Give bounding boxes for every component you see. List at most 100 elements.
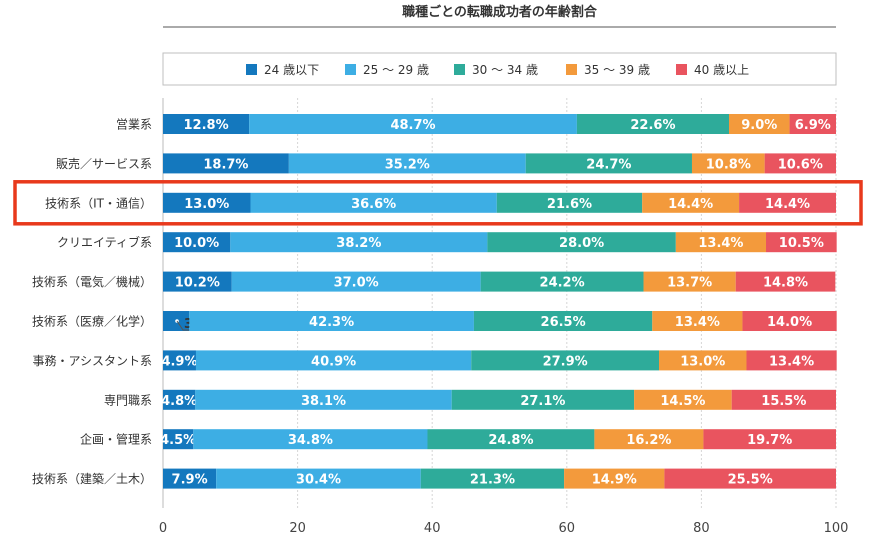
bar-segment — [216, 468, 421, 489]
bar-segment — [739, 192, 836, 213]
bar-segment — [163, 192, 251, 213]
data-label: 10.8% — [706, 157, 751, 172]
data-label: 22.6% — [630, 118, 675, 133]
data-label: 10.5% — [779, 236, 824, 251]
data-label: 13.4% — [698, 236, 743, 251]
bar-segment — [746, 350, 837, 371]
legend-label: 30 ～ 34 歳 — [472, 63, 538, 77]
bar-segment — [420, 468, 565, 489]
bar-segment — [659, 350, 747, 371]
data-label: 6.9% — [795, 118, 831, 133]
x-axis-tick-labels: 0 20 40 60 80 100 — [159, 521, 849, 536]
data-label: 27.1% — [520, 394, 565, 409]
data-label: 35.2% — [385, 157, 430, 172]
data-label: 13.7% — [667, 276, 712, 291]
data-label: 40.9% — [311, 354, 356, 369]
bar-segment — [634, 389, 732, 410]
bar-segment — [250, 192, 497, 213]
data-label: 37.0% — [334, 276, 379, 291]
bar-segment — [230, 232, 488, 253]
legend-swatch — [345, 64, 356, 75]
bar-segment — [163, 429, 194, 450]
data-label: 21.6% — [547, 197, 592, 212]
data-label: 48.7% — [390, 118, 435, 133]
bar-segment — [427, 429, 595, 450]
data-label: 24.2% — [540, 276, 585, 291]
data-label: 15.5% — [761, 394, 806, 409]
data-label: 7.9% — [172, 473, 208, 488]
data-label: 14.5% — [660, 394, 705, 409]
x-tick-label: 20 — [289, 521, 306, 536]
data-label: 24.7% — [586, 157, 631, 172]
data-label: 13.4% — [769, 354, 814, 369]
bar-segment — [231, 271, 481, 292]
data-label: 38.2% — [336, 236, 381, 251]
x-tick-label: 40 — [424, 521, 441, 536]
highlight-box — [13, 180, 863, 226]
x-tick-label: 60 — [559, 521, 576, 536]
legend-label: 40 歳以上 — [694, 63, 749, 77]
category-label: 事務・アシスタント系 — [32, 354, 152, 368]
data-label: 4.5% — [160, 433, 196, 448]
legend-swatch — [246, 64, 257, 75]
data-label: 10.6% — [778, 157, 823, 172]
bar-segment — [473, 311, 653, 331]
data-label: 19.7% — [747, 433, 792, 448]
data-label: 14.8% — [763, 276, 808, 291]
data-label: 18.7% — [203, 157, 248, 172]
bar-segment — [487, 232, 676, 253]
data-label: 21.3% — [470, 473, 515, 488]
legend-box — [162, 52, 837, 86]
bar-segment — [163, 468, 217, 489]
bar-segment — [675, 232, 767, 253]
bar-segment — [576, 114, 729, 134]
data-label: 4.9% — [161, 354, 197, 369]
data-label: 28.0% — [559, 236, 604, 251]
data-label: 25.5% — [728, 473, 773, 488]
bar-segment — [496, 192, 643, 213]
category-label: 企画・管理系 — [80, 432, 152, 447]
data-label: 12.8% — [184, 118, 229, 133]
bar-segment — [471, 350, 660, 371]
bar-segment — [664, 468, 836, 489]
data-label: 13.4% — [675, 315, 720, 330]
data-label: 4.8% — [161, 394, 197, 409]
bar-segment — [195, 350, 472, 371]
data-label: 14.0% — [767, 315, 812, 330]
data-label: 16.2% — [626, 433, 671, 448]
x-tick-label: 80 — [693, 521, 710, 536]
bar-segment — [480, 271, 644, 292]
data-label: 10.2% — [175, 276, 220, 291]
data-label: 30.4% — [296, 473, 341, 488]
bar-segment — [594, 429, 704, 450]
bar-segment — [643, 271, 736, 292]
category-label: 技術系（電気／機械） — [32, 274, 152, 289]
legend-swatch — [454, 64, 465, 75]
bar-segment — [163, 153, 289, 174]
bar-segment — [564, 468, 665, 489]
data-label: 13.0% — [680, 354, 725, 369]
data-label: 27.9% — [543, 354, 588, 369]
bar-segment — [766, 232, 837, 253]
bar-segment — [249, 114, 577, 134]
x-tick-label: 100 — [824, 521, 849, 536]
bar-segment — [451, 389, 635, 410]
bar-segment — [288, 153, 526, 174]
data-label: 14.4% — [668, 197, 713, 212]
category-label: 営業系 — [116, 118, 152, 132]
category-label: クリエイティブ系 — [57, 235, 152, 250]
bar-segment — [764, 153, 836, 174]
legend-swatch — [566, 64, 577, 75]
bars: 12.8% 48.7% 22.6% 9.0% 6.9% 18.7% 35.2% 24.7% 10… — [160, 114, 837, 489]
data-label: 38.1% — [301, 394, 346, 409]
data-label: 24.8% — [488, 433, 533, 448]
data-label: 42.3% — [309, 315, 354, 330]
data-label: 36.6% — [351, 197, 396, 212]
bar-segment — [652, 311, 743, 331]
category-label: 販売／サービス系 — [56, 156, 152, 171]
legend-swatch — [676, 64, 687, 75]
data-label: 14.4% — [765, 197, 810, 212]
data-label: 10.0% — [174, 236, 219, 251]
bar-segment — [691, 153, 765, 174]
